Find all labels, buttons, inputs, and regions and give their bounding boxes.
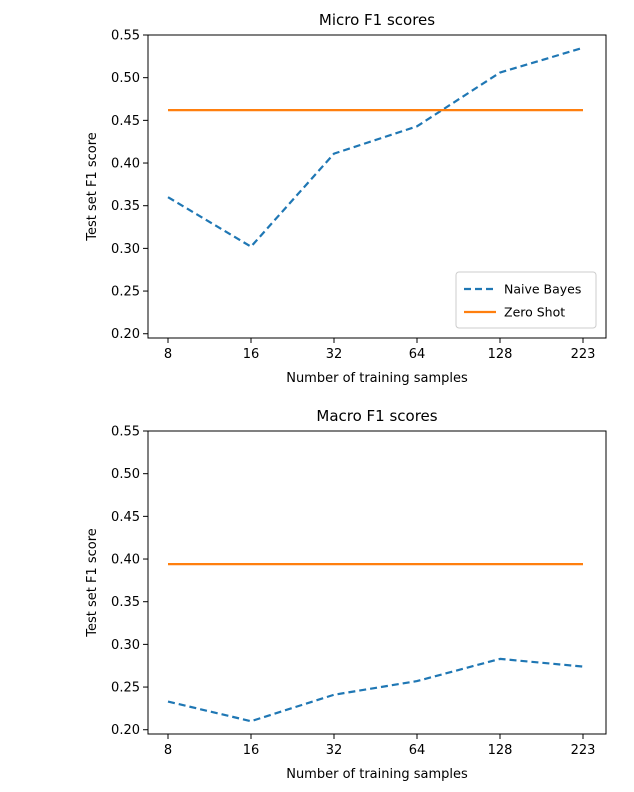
y-tick-label: 0.40 [111,157,140,172]
y-tick-label: 0.55 [111,425,140,440]
x-tick-label: 128 [488,347,513,362]
y-tick-label: 0.50 [111,467,140,482]
legend-label: Zero Shot [504,305,565,320]
legend-box [455,271,597,329]
x-tick-label: 16 [243,743,260,758]
x-axis-label: Number of training samples [286,371,468,386]
x-axis-label: Number of training samples [286,767,468,782]
y-tick-label: 0.45 [111,114,140,129]
x-tick-label: 32 [326,347,343,362]
y-tick-label: 0.45 [111,510,140,525]
x-tick-label: 8 [164,743,172,758]
x-tick-label: 32 [326,743,343,758]
chart-title: Macro F1 scores [316,407,437,425]
series-line-naive-bayes [167,657,584,723]
y-tick-label: 0.20 [111,723,140,738]
legend-label: Naive Bayes [504,282,581,297]
y-tick-label: 0.20 [111,327,140,342]
y-tick-label: 0.30 [111,638,140,653]
x-tick-label: 223 [571,743,596,758]
x-tick-label: 64 [409,743,426,758]
y-tick-label: 0.35 [111,595,140,610]
macro-f1-chart: Macro F1 scores 0.20 0.25 0.30 0.35 0.40 0.45 0… [85,407,607,782]
plot-frame [147,430,607,735]
y-axis-label: Test set F1 score [85,528,100,638]
series-line-naive-bayes [167,46,584,248]
y-tick-label: 0.55 [111,29,140,44]
y-axis-label: Test set F1 score [85,132,100,242]
y-tick-label: 0.40 [111,553,140,568]
x-tick-label: 16 [243,347,260,362]
y-tick-label: 0.25 [111,285,140,300]
y-tick-label: 0.25 [111,681,140,696]
chart-title: Micro F1 scores [319,11,435,29]
y-tick-label: 0.50 [111,71,140,86]
x-tick-label: 128 [488,743,513,758]
y-tick-label: 0.30 [111,242,140,257]
x-tick-label: 8 [164,347,172,362]
x-tick-label: 223 [571,347,596,362]
micro-f1-chart: Micro F1 scores 0.20 0.25 0.30 0.35 0.40 0.45 0… [85,11,607,386]
x-tick-label: 64 [409,347,426,362]
y-tick-label: 0.35 [111,199,140,214]
plot-frame [147,34,607,339]
